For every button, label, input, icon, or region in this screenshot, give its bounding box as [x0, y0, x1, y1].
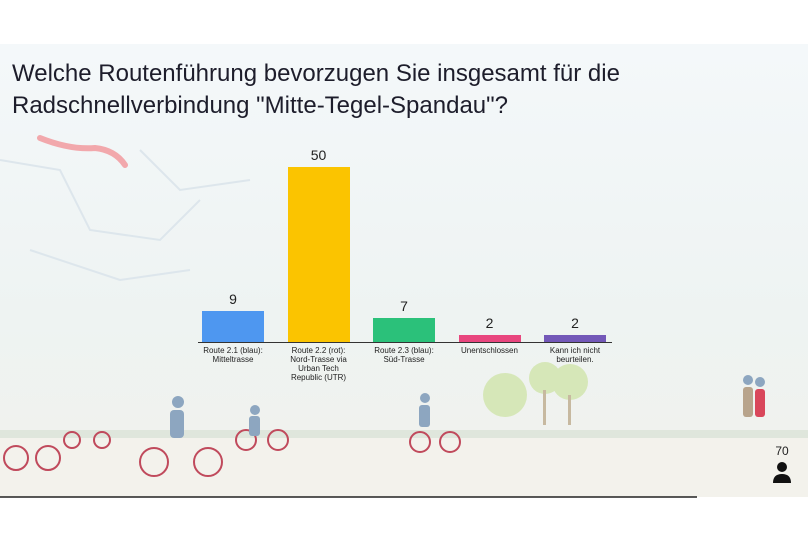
baseline [198, 342, 612, 343]
path [0, 430, 808, 438]
bar [202, 310, 264, 342]
category-label: Kann ich nicht beurteilen. [549, 346, 601, 364]
value-label: 2 [571, 315, 579, 331]
bar [287, 167, 350, 342]
map-route [37, 135, 128, 168]
category-label: Route 2.3 (blau): Süd-Trasse [374, 346, 434, 364]
trees [483, 362, 588, 425]
category-label: Route 2.1 (blau): Mitteltrasse [203, 346, 263, 364]
respondent-count: 70 [775, 444, 789, 458]
bicycles [3, 429, 461, 477]
value-label: 9 [229, 290, 237, 307]
value-label: 2 [485, 315, 494, 331]
bar [373, 317, 435, 342]
value-label: 7 [400, 297, 408, 314]
road [0, 438, 808, 497]
background [0, 44, 808, 497]
bar [544, 335, 606, 342]
bar [458, 335, 521, 342]
map-lines [0, 149, 251, 282]
people [170, 375, 765, 438]
chart-title: Welche Routenführung bevorzugen Sie insg… [12, 60, 620, 119]
value-label: 50 [310, 147, 327, 163]
person-icon [773, 462, 791, 483]
category-label: Route 2.2 (rot): Nord-Trasse via Urban T… [290, 346, 347, 382]
category-label: Unentschlossen [461, 346, 518, 355]
